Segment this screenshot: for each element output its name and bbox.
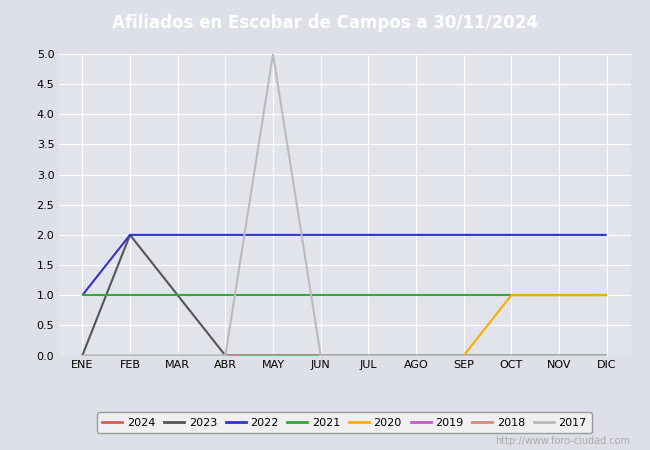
Text: http://www.foro-ciudad.com: http://www.foro-ciudad.com — [495, 436, 630, 446]
Legend: 2024, 2023, 2022, 2021, 2020, 2019, 2018, 2017: 2024, 2023, 2022, 2021, 2020, 2019, 2018… — [97, 412, 592, 433]
Text: Afiliados en Escobar de Campos a 30/11/2024: Afiliados en Escobar de Campos a 30/11/2… — [112, 14, 538, 32]
